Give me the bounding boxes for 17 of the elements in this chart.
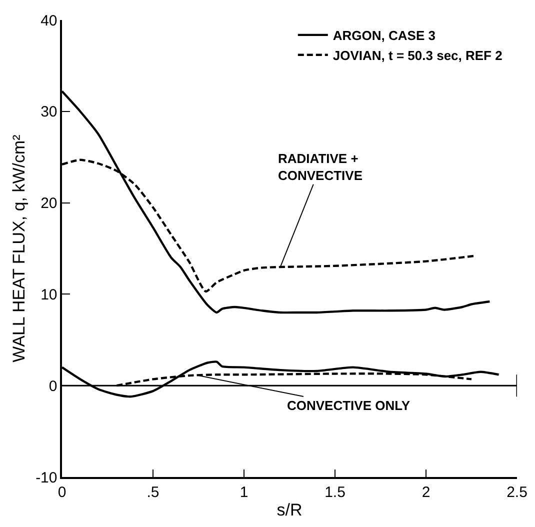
y-tick-label: 40 xyxy=(40,12,58,30)
y-tick-label: 0 xyxy=(48,378,58,395)
y-tick-label: 20 xyxy=(40,195,58,212)
x-axis-title: s/R xyxy=(276,500,302,520)
y-tick-label: -10 xyxy=(36,469,58,486)
annotation: CONVECTIVE ONLY xyxy=(287,398,410,413)
legend-label: JOVIAN, t = 50.3 sec, REF 2 xyxy=(332,48,502,63)
annotation: RADIATIVE + CONVECTIVE xyxy=(278,151,363,183)
x-tick-label: 1.5 xyxy=(324,484,346,501)
x-tick-label: 2 xyxy=(422,484,430,501)
y-tick-label: 10 xyxy=(40,286,58,304)
x-tick-label: 1 xyxy=(240,484,248,501)
x-tick-label: .5 xyxy=(146,484,160,501)
y-axis-title: WALL HEAT FLUX, q, kW/cm² xyxy=(10,134,29,362)
x-tick-label: 2.5 xyxy=(506,484,528,501)
y-tick-label: 30 xyxy=(40,104,58,121)
legend-label: ARGON, CASE 3 xyxy=(332,28,436,44)
